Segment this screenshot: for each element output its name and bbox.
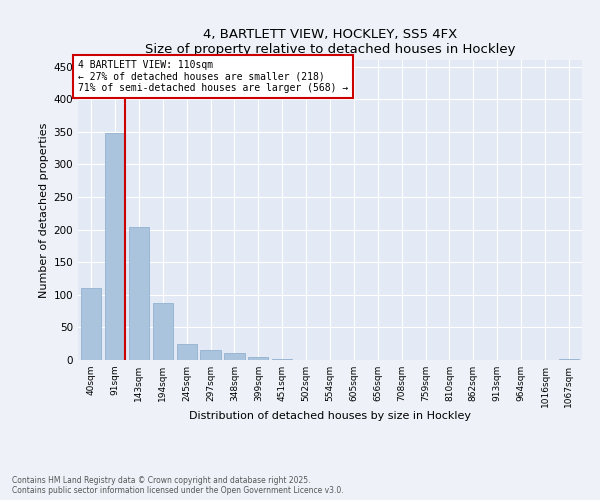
Text: Contains HM Land Registry data © Crown copyright and database right 2025.
Contai: Contains HM Land Registry data © Crown c… <box>12 476 344 495</box>
Bar <box>105 133 125 360</box>
Bar <box>559 358 579 360</box>
Text: 4 BARTLETT VIEW: 110sqm
← 27% of detached houses are smaller (218)
71% of semi-d: 4 BARTLETT VIEW: 110sqm ← 27% of detache… <box>78 60 348 93</box>
Bar <box>200 350 221 360</box>
X-axis label: Distribution of detached houses by size in Hockley: Distribution of detached houses by size … <box>189 411 471 421</box>
Bar <box>272 358 292 360</box>
Title: 4, BARTLETT VIEW, HOCKLEY, SS5 4FX
Size of property relative to detached houses : 4, BARTLETT VIEW, HOCKLEY, SS5 4FX Size … <box>145 28 515 56</box>
Y-axis label: Number of detached properties: Number of detached properties <box>39 122 49 298</box>
Bar <box>176 344 197 360</box>
Bar <box>224 354 245 360</box>
Bar <box>81 288 101 360</box>
Bar <box>248 356 268 360</box>
Bar <box>152 302 173 360</box>
Bar <box>129 227 149 360</box>
